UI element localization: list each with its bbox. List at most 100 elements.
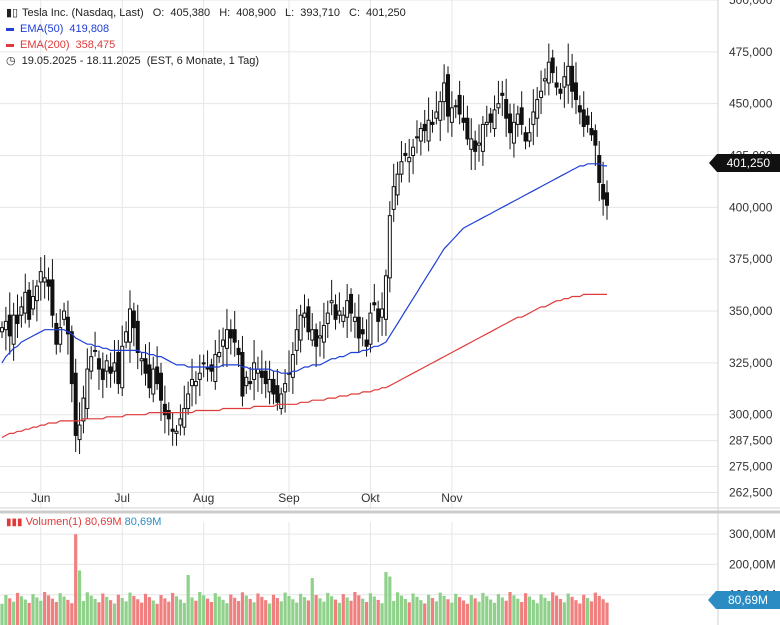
volume-bar: [582, 594, 586, 625]
volume-bar: [43, 591, 47, 625]
volume-bar: [58, 593, 62, 625]
volume-bar: [504, 600, 508, 625]
volume-bar: [330, 596, 334, 625]
volume-bar: [256, 593, 260, 625]
candle-body: [399, 161, 404, 175]
ema200-swatch: [6, 43, 14, 47]
close-value: 401,250: [366, 7, 406, 19]
volume-bar: [112, 603, 117, 625]
volume-bar: [295, 602, 299, 625]
ema200-line: [1, 293, 607, 439]
volume-bar: [89, 595, 93, 625]
volume-bar: [116, 594, 120, 625]
volume-bar: [554, 595, 559, 625]
volume-value-red: 80,69M: [84, 516, 122, 528]
volume-bar: [291, 599, 295, 625]
open-label: O:: [152, 7, 165, 19]
volume-bar: [0, 603, 4, 625]
volume-bar: [411, 593, 415, 625]
volume-bar: [357, 595, 361, 625]
ema200-legend: EMA(200) 358,475: [6, 37, 121, 53]
candle-body: [360, 329, 365, 335]
candle-body: [414, 136, 419, 139]
candle-body: [356, 316, 361, 339]
candle-body: [527, 132, 532, 142]
volume-bar: [171, 592, 175, 625]
volume-bar: [194, 600, 198, 625]
candle-body: [484, 121, 489, 125]
candle-body: [349, 293, 354, 314]
volume-bar: [395, 592, 400, 625]
candle-body: [566, 65, 571, 86]
volume-bar: [434, 601, 438, 625]
volume-bar: [46, 595, 51, 625]
volume-bar: [450, 602, 454, 625]
volume-bar: [39, 600, 43, 625]
volume-bar: [306, 600, 310, 625]
candle-body: [577, 105, 582, 113]
volume-bar: [551, 592, 555, 625]
volume-bar: [35, 597, 39, 625]
volume-bar: [233, 597, 237, 625]
volume-bar: [120, 598, 124, 625]
volume-bar: [12, 601, 16, 625]
candle-body: [197, 372, 202, 380]
candle-body: [519, 107, 524, 125]
candle-body: [120, 345, 125, 389]
volume-bar: [198, 591, 202, 625]
volume-bar: [578, 603, 582, 625]
ema200-value: 358,475: [75, 39, 116, 51]
volume-bar: [310, 578, 314, 625]
volume-bar: [151, 600, 155, 625]
candle-body: [542, 78, 547, 82]
candle-body: [193, 381, 198, 387]
volume-bar: [213, 593, 217, 625]
volume-bar: [302, 597, 307, 625]
candle-body: [422, 123, 427, 132]
volume-bar: [62, 596, 66, 625]
candle-body: [147, 364, 152, 389]
candle-body: [407, 157, 412, 163]
candle-body: [228, 329, 233, 339]
price-tick-label: 350,000: [729, 304, 773, 318]
candle-body: [135, 320, 140, 353]
candle-body: [480, 123, 485, 152]
candle-body: [290, 354, 295, 378]
volume-bar: [267, 603, 272, 625]
candle-body: [477, 142, 482, 146]
volume-bar: [601, 599, 605, 625]
volume-bar: [225, 603, 229, 625]
volume-bar: [399, 595, 404, 625]
price-tick-label: 375,000: [729, 252, 773, 266]
volume-bar: [101, 593, 105, 625]
volume-bar: [264, 600, 268, 625]
clock-icon: ◷: [6, 55, 16, 67]
month-tick-label: Nov: [441, 491, 462, 505]
volume-tag: 80,69M: [707, 591, 780, 609]
volume-bar: [492, 602, 497, 625]
volume-bar: [489, 599, 493, 625]
candle-body: [488, 113, 493, 123]
candle-body: [89, 356, 94, 372]
candle-body: [186, 393, 191, 409]
volume-bar: [364, 601, 369, 625]
candle-body: [329, 300, 334, 304]
price-tick-label: 450,000: [729, 97, 773, 111]
candle-body: [3, 320, 8, 331]
candle-body: [430, 121, 435, 125]
candle-body: [333, 304, 338, 320]
volume-bar: [527, 596, 532, 625]
volume-bar: [322, 601, 326, 625]
volume-bar: [236, 601, 241, 625]
volume-bar: [477, 601, 481, 625]
volume-bar: [205, 598, 210, 625]
volume-bar: [403, 598, 407, 625]
volume-bar: [593, 592, 597, 625]
candle-body: [364, 339, 369, 347]
volume-bar: [124, 601, 128, 625]
candle-body: [461, 117, 466, 123]
candle-body: [19, 306, 24, 316]
candle-body: [162, 403, 167, 416]
price-tick-label: 325,000: [729, 356, 773, 370]
